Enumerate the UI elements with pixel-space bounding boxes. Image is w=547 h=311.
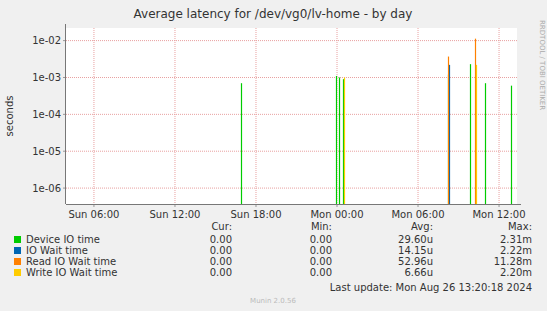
legend-value: 0.00 [310,256,332,267]
x-axis [66,204,521,205]
plot-area [66,28,517,204]
grid-line [499,28,500,204]
legend-swatch [14,269,21,276]
spike [475,39,476,204]
legend-swatch [14,247,21,254]
legend-value: 0.00 [310,267,332,278]
legend-header: Min: [311,221,332,232]
legend-value: 11.28m [494,256,532,267]
legend-value: 0.00 [310,234,332,245]
tick-label: Sun 12:00 [149,209,200,220]
legend-value: 2.31m [500,234,532,245]
grid-line [418,28,419,204]
spike [511,86,512,204]
marks [242,39,512,204]
legend-value: 2.20m [500,267,532,278]
spike [476,65,477,204]
spike [448,57,449,204]
grid-line [174,28,175,204]
legend-header: Avg: [411,221,433,232]
tick-label: Mon 06:00 [391,209,444,220]
grid-line [337,28,338,204]
spike [344,77,345,204]
spike [339,77,340,204]
legend-swatch [14,236,21,243]
legend-value: 0.00 [310,245,332,256]
legend-value: 0.00 [210,234,232,245]
chart: Average latency for /dev/vg0/lv-home - b… [0,0,547,311]
tick-label: Sun 18:00 [230,209,281,220]
tick-label: Mon 12:00 [472,209,525,220]
spike [470,64,471,204]
legend-value: 0.00 [210,267,232,278]
legend-value: 2.22m [500,245,532,256]
tick-label: 1e-02 [32,35,61,46]
y-label: seconds [4,96,15,137]
side-text: RRDTOOL / TOBI OETIKER [538,20,546,110]
tick-label: 1e-05 [32,146,61,157]
legend-value: 6.66u [404,267,433,278]
spike [485,83,486,204]
legend-value: 29.60u [398,234,433,245]
background [0,0,547,311]
legend-value: 52.96u [398,256,433,267]
legend-header: Cur: [211,221,232,232]
grid-line [93,28,94,204]
tick-label: Mon 00:00 [310,209,363,220]
y-axis [65,24,66,204]
legend-value: 14.15u [398,245,433,256]
legend-label: Read IO Wait time [26,256,116,267]
legend-label: Write IO Wait time [26,267,117,278]
grid-line [255,28,256,204]
spike [336,76,337,204]
spike [241,83,242,204]
tick-label: 1e-03 [32,72,61,83]
tick-label: Sun 06:00 [68,209,119,220]
legend-label: Device IO time [26,234,100,245]
legend-swatch [14,258,21,265]
tick-label: 1e-06 [32,183,61,194]
grid-line [66,40,517,41]
tick-label: 1e-04 [32,109,61,120]
legend-value: 0.00 [210,256,232,267]
legend-header: Max: [508,221,532,232]
footer: Munin 2.0.56 [250,297,296,305]
title: Average latency for /dev/vg0/lv-home - b… [134,7,413,21]
legend-value: 0.00 [210,245,232,256]
last-update: Last update: Mon Aug 26 13:20:18 2024 [330,282,532,293]
legend-label: IO Wait time [26,245,88,256]
